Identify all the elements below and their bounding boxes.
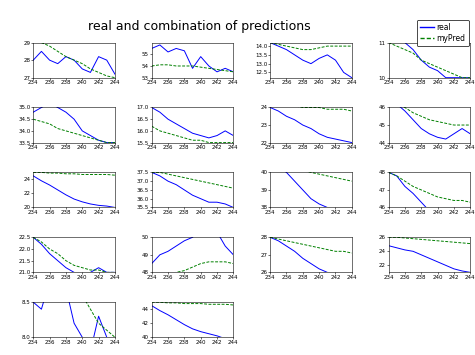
Text: real and combination of predictions: real and combination of predictions <box>88 20 311 33</box>
Legend: real, myPred: real, myPred <box>417 20 469 46</box>
